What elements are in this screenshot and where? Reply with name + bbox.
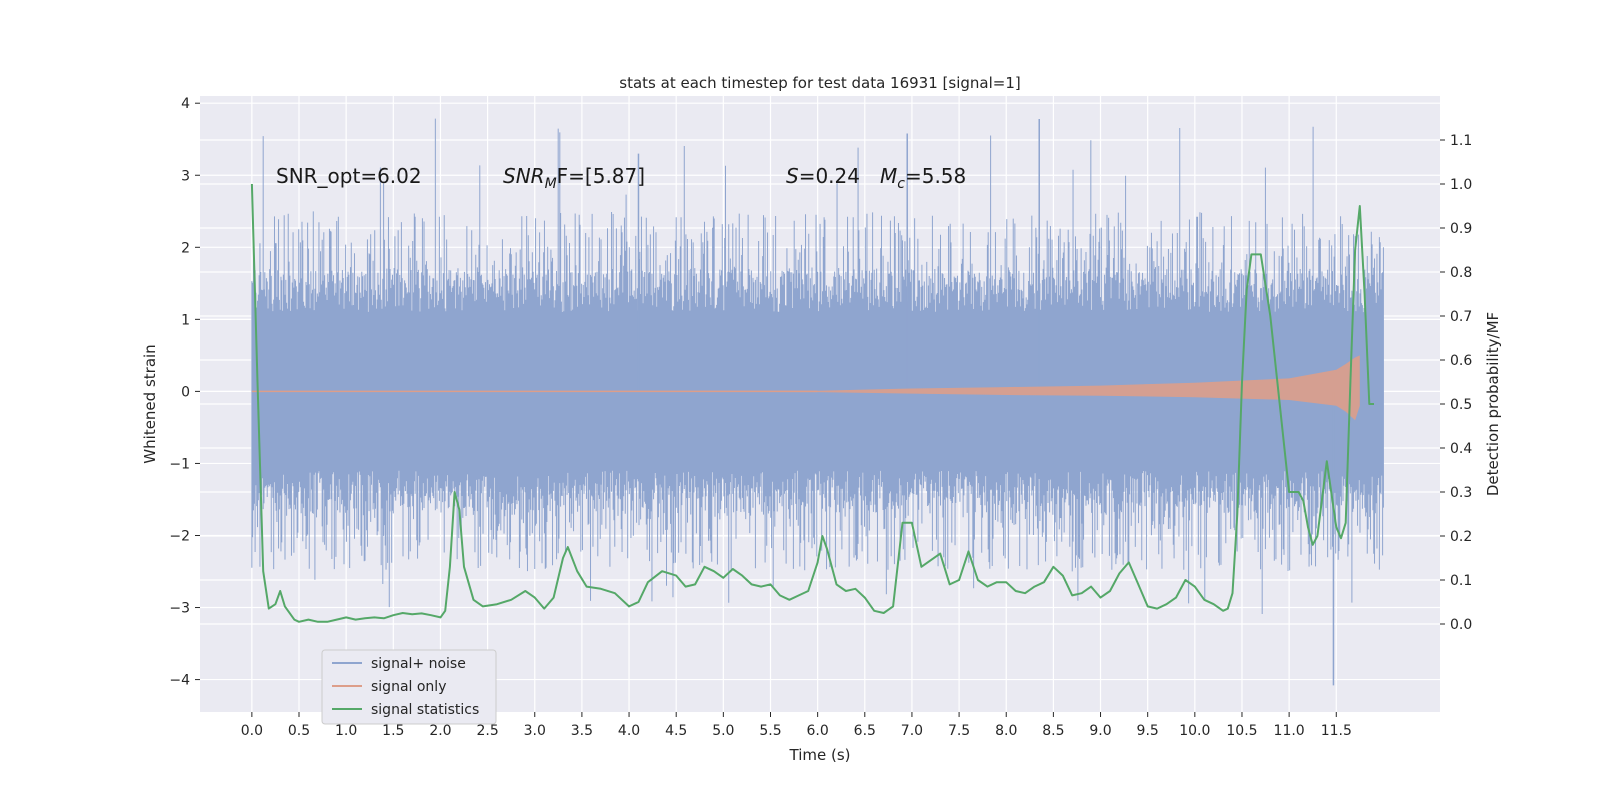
chart-title: stats at each timestep for test data 169…	[619, 74, 1020, 92]
y-axis-right-label: Detection probability/MF	[1484, 312, 1502, 496]
y-right-tick-label: 0.2	[1450, 529, 1472, 545]
y-tick-label: 3	[181, 168, 190, 184]
x-tick-label: 1.0	[335, 723, 357, 739]
y-right-tick-label: 1.1	[1450, 133, 1472, 149]
y-tick-label: −4	[169, 673, 190, 689]
x-tick-label: 4.5	[665, 723, 687, 739]
y-right-tick-label: 1.0	[1450, 177, 1472, 193]
y-tick-label: 0	[181, 384, 190, 400]
x-tick-label: 6.0	[807, 723, 829, 739]
y-tick-label: −1	[169, 456, 190, 472]
legend-box	[321, 649, 497, 725]
y-right-tick-label: 0.4	[1450, 441, 1472, 457]
y-right-tick-label: 0.3	[1450, 485, 1472, 501]
y-right-tick-label: 0.9	[1450, 221, 1472, 237]
y-axis-label: Whitened strain	[141, 344, 159, 463]
chirp-mass-subscript: c	[897, 176, 905, 192]
x-tick-label: 7.0	[901, 723, 923, 739]
x-tick-label: 8.0	[995, 723, 1017, 739]
x-tick-label: 7.5	[948, 723, 970, 739]
annotation-spin: S=0.24	[786, 164, 860, 188]
chirp-mass-value: =5.58	[905, 164, 966, 188]
x-tick-label: 0.5	[288, 723, 310, 739]
x-tick-label: 0.0	[241, 723, 263, 739]
annotation-snr-opt: SNR_opt=6.02	[276, 164, 422, 188]
x-tick-label: 11.5	[1321, 723, 1352, 739]
y-tick-label: −3	[169, 601, 190, 617]
x-tick-label: 11.0	[1274, 723, 1305, 739]
x-tick-label: 6.5	[854, 723, 876, 739]
x-tick-label: 10.5	[1226, 723, 1257, 739]
y-tick-label: −2	[169, 528, 190, 544]
snr-mf-symbol: SNR	[503, 164, 545, 188]
x-tick-label: 10.0	[1179, 723, 1210, 739]
x-tick-label: 3.5	[571, 723, 593, 739]
snr-mf-subscript: M	[545, 176, 557, 192]
legend-label-stats: signal statistics	[371, 702, 479, 718]
y-right-tick-label: 0.1	[1450, 573, 1472, 589]
x-tick-label: 1.5	[382, 723, 404, 739]
legend: signal+ noise signal only signal statist…	[321, 649, 497, 725]
y-right-tick-label: 0.8	[1450, 265, 1472, 281]
y-tick-label: 4	[181, 96, 190, 112]
legend-label-signal: signal only	[371, 679, 446, 695]
x-tick-label: 2.5	[476, 723, 498, 739]
x-tick-label: 4.0	[618, 723, 640, 739]
x-tick-label: 2.0	[429, 723, 451, 739]
statistics-line	[250, 183, 1374, 623]
y-tick-label: 2	[181, 240, 190, 256]
signal-envelope	[251, 355, 1360, 421]
annotation-snr-mf: SNRMF=[5.87]	[503, 164, 645, 192]
snr-mf-value: F=[5.87]	[557, 164, 645, 188]
legend-label-noise: signal+ noise	[371, 656, 466, 672]
x-tick-label: 5.0	[712, 723, 734, 739]
x-axis: 0.0 0.5 1.0 1.5 2.0 2.5 3.0 3.5 4.0 4.5 5.0 5.5 6.0 6…	[241, 712, 1352, 739]
signal-only-series	[251, 355, 1360, 421]
y-axis-right: 1.1 1.0 0.9 0.8 0.7 0.6 0.5 0.4 0.3 0.2 0.1 0.0	[1440, 133, 1472, 633]
x-axis-label: Time (s)	[789, 746, 851, 764]
spin-symbol: S	[786, 164, 799, 188]
chirp-mass-symbol: M	[880, 164, 897, 188]
y-axis-left: 4 3 2 1 0 −1 −2 −3 −4	[169, 96, 200, 689]
annotation-chirp-mass: Mc=5.58	[880, 164, 966, 192]
y-tick-label: 1	[181, 312, 190, 328]
x-tick-label: 5.5	[759, 723, 781, 739]
x-tick-label: 9.0	[1089, 723, 1111, 739]
spin-value: =0.24	[799, 164, 860, 188]
y-right-tick-label: 0.5	[1450, 397, 1472, 413]
signal-statistics-series	[250, 183, 1374, 623]
x-tick-label: 3.0	[524, 723, 546, 739]
x-tick-label: 9.5	[1137, 723, 1159, 739]
y-right-tick-label: 0.0	[1450, 617, 1472, 633]
x-tick-label: 8.5	[1042, 723, 1064, 739]
y-right-tick-label: 0.7	[1450, 309, 1472, 325]
y-right-tick-label: 0.6	[1450, 353, 1472, 369]
